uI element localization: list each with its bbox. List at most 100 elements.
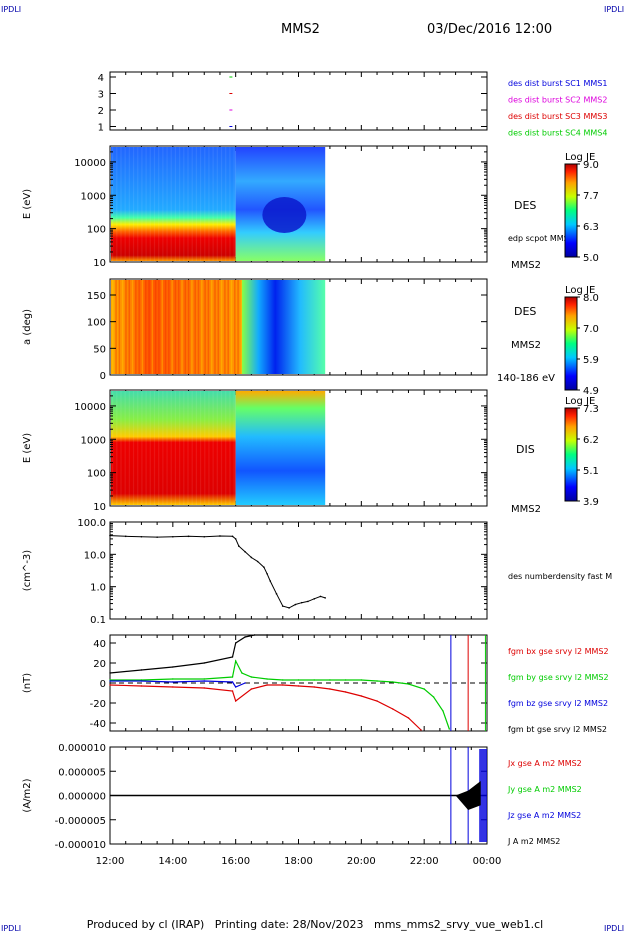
availability-legend-entry: des dist burst SC4 MMS4 bbox=[508, 129, 607, 138]
corner-label-top-left: IPDLI bbox=[1, 5, 22, 14]
bfield-point bbox=[203, 662, 205, 664]
density-point bbox=[238, 545, 240, 547]
y-axis-label: (cm^-3) bbox=[22, 550, 33, 591]
dis-energy-colorbar bbox=[564, 407, 578, 502]
bfield-point bbox=[282, 679, 284, 681]
dis-energy-heatmap-texture bbox=[183, 391, 185, 505]
dis-energy-heatmap-texture bbox=[170, 391, 172, 505]
des-pitch-heatmap-texture bbox=[207, 280, 210, 374]
des-energy-heatmap-texture bbox=[179, 147, 181, 261]
bfield-point bbox=[423, 688, 425, 690]
bfield-point bbox=[231, 681, 234, 683]
bfield-point bbox=[241, 672, 243, 674]
bfield-point bbox=[234, 642, 237, 644]
des-pitch-heatmap-texture bbox=[187, 280, 190, 374]
y-tick-label: 4 bbox=[98, 73, 104, 84]
des-pitch-heatmap-texture bbox=[210, 280, 213, 374]
des-pitch-heatmap-texture bbox=[194, 280, 196, 374]
dis-energy-colorbar-label: 3.9 bbox=[583, 497, 599, 508]
bfield-point bbox=[234, 686, 237, 688]
y-tick-label: 1000 bbox=[81, 191, 106, 202]
des-energy-heatmap bbox=[111, 147, 326, 261]
des-pitch-heatmap-texture bbox=[144, 280, 147, 374]
bfield-series-line bbox=[109, 634, 283, 674]
bfield-point bbox=[313, 679, 315, 681]
dis-energy-heatmap-texture bbox=[212, 391, 214, 505]
bfield-point bbox=[407, 717, 410, 719]
y-tick-label: -20 bbox=[90, 699, 106, 710]
bfield-point bbox=[172, 686, 174, 688]
current-legend-entry: J A m2 MMS2 bbox=[507, 837, 560, 846]
des-energy-colorbar-label: 7.7 bbox=[583, 191, 599, 202]
des-energy-heatmap-texture bbox=[112, 147, 114, 261]
des-pitch-heatmap-texture bbox=[135, 280, 137, 374]
bfield-point bbox=[244, 682, 246, 684]
bfield-point bbox=[266, 678, 268, 680]
dis-energy-colorbar-title: Log JE bbox=[565, 396, 595, 407]
y-tick-label: 1000 bbox=[81, 435, 106, 446]
x-tick-label: 00:00 bbox=[473, 856, 502, 867]
bfield-point bbox=[140, 685, 143, 687]
des-pitch-heatmap-after bbox=[241, 280, 326, 374]
des-energy-heatmap-texture bbox=[128, 147, 130, 261]
dis-energy-heatmap-texture bbox=[220, 391, 223, 505]
dis-energy-heatmap-texture bbox=[124, 391, 126, 505]
corner-label-bottom-right: IPDLI bbox=[604, 924, 625, 933]
y-tick-label: 0.000010 bbox=[58, 743, 106, 754]
des-pitch-colorbar bbox=[564, 296, 578, 391]
density-point bbox=[263, 566, 265, 569]
des-energy-heatmap-texture bbox=[116, 147, 118, 261]
des-pitch-heatmap-texture bbox=[181, 280, 183, 374]
bfield-point bbox=[250, 676, 253, 678]
des-pitch-heatmap-texture bbox=[125, 280, 127, 374]
dis-energy-heatmap-texture bbox=[145, 391, 147, 505]
des-pitch-colorbar-title: Log JE bbox=[565, 285, 595, 296]
dis-energy-heatmap-texture bbox=[179, 391, 181, 505]
bfield-point bbox=[420, 729, 422, 731]
bfield-point bbox=[297, 679, 300, 681]
dis-energy-heatmap-texture bbox=[141, 391, 143, 505]
bfield-point bbox=[376, 700, 378, 702]
bfield-point bbox=[231, 676, 234, 678]
bfield-point bbox=[109, 672, 111, 674]
des-pitch-heatmap-texture bbox=[115, 280, 117, 374]
dis-energy-heatmap-texture bbox=[187, 391, 189, 505]
density-point bbox=[219, 535, 221, 537]
bfield-point bbox=[297, 685, 300, 687]
des-energy-heatmap-texture bbox=[208, 147, 210, 261]
bfield-point bbox=[282, 684, 284, 686]
bfield-point bbox=[109, 679, 111, 681]
bfield-point bbox=[266, 634, 268, 636]
density-point bbox=[288, 607, 290, 609]
y-tick-label: 10000 bbox=[74, 402, 106, 413]
y-tick-label: 100 bbox=[87, 318, 106, 329]
y-tick-label: 3 bbox=[98, 90, 104, 101]
des-energy-heatmap-texture bbox=[170, 147, 172, 261]
y-tick-label: -40 bbox=[90, 719, 106, 730]
x-tick-label: 16:00 bbox=[221, 856, 250, 867]
des-energy-colorbar-label: 9.0 bbox=[583, 160, 599, 171]
y-axis-label: E (eV) bbox=[22, 433, 33, 463]
x-tick-label: 12:00 bbox=[96, 856, 125, 867]
density-point bbox=[172, 535, 174, 538]
footer-printing-date: Printing date: 28/Nov/2023 bbox=[214, 918, 364, 931]
bfield-point bbox=[329, 679, 331, 681]
des-pitch-heatmap-texture bbox=[201, 280, 203, 374]
des-energy-blob bbox=[262, 197, 307, 233]
density-point bbox=[313, 598, 316, 600]
density-point bbox=[156, 536, 158, 538]
des-energy-heatmap-texture bbox=[220, 147, 223, 261]
footer: Produced by cl (IRAP) Printing date: 28/… bbox=[0, 918, 630, 931]
des-pitch-heatmap-texture bbox=[184, 280, 187, 374]
des-energy-heatmap-before bbox=[111, 147, 236, 261]
bfield-series-line bbox=[110, 659, 450, 730]
dis-energy-heatmap-texture bbox=[191, 391, 193, 505]
des-energy-heatmap-texture bbox=[141, 147, 143, 261]
bfield-point bbox=[203, 678, 205, 680]
des-energy-colorbar-title: Log JE bbox=[565, 152, 595, 163]
bfield-point bbox=[203, 687, 205, 689]
bfield-point bbox=[376, 680, 378, 682]
dis-energy-heatmap-texture bbox=[174, 391, 177, 505]
des-energy-heatmap-texture bbox=[153, 147, 156, 261]
dis-energy-heatmap-texture bbox=[233, 391, 235, 505]
